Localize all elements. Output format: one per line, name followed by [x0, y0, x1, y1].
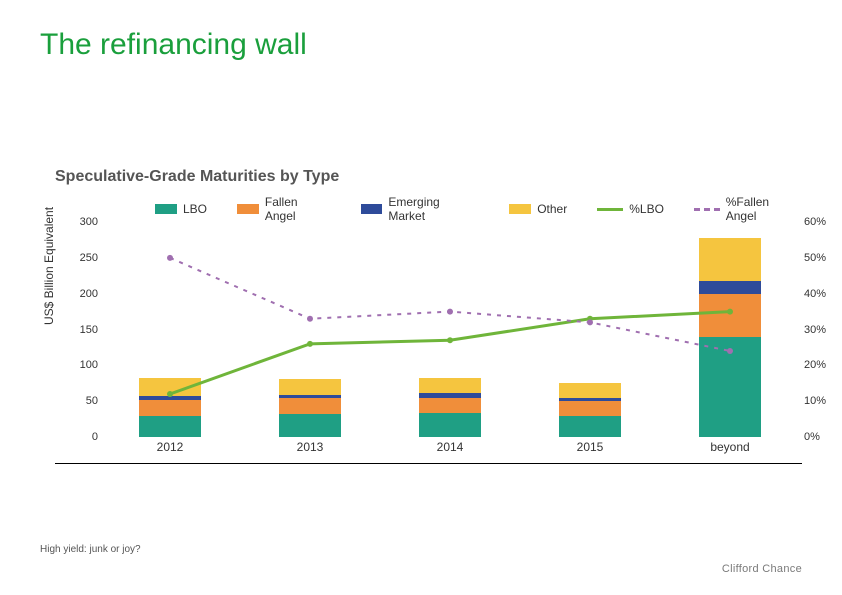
- footer-right: Clifford Chance: [722, 563, 802, 575]
- line-marker: [587, 319, 593, 325]
- y-left-tick: 0: [58, 431, 98, 443]
- y-left-tick: 300: [58, 216, 98, 228]
- legend-item-emerg: Emerging Market: [361, 195, 480, 223]
- chart: 050100150200250300 0%10%20%30%40%50%60%: [100, 222, 800, 437]
- chart-title: Speculative-Grade Maturities by Type: [55, 168, 339, 186]
- y-right-labels: 0%10%20%30%40%50%60%: [804, 222, 842, 437]
- y-right-tick: 0%: [804, 431, 842, 443]
- y-left-axis-title: US$ Billion Equivalent: [42, 207, 56, 325]
- y-right-tick: 30%: [804, 324, 842, 336]
- legend-swatch: [361, 204, 383, 214]
- legend-item-fallen: Fallen Angel: [237, 195, 331, 223]
- legend-label: LBO: [183, 202, 207, 216]
- line-marker: [447, 309, 453, 315]
- legend-label: Other: [537, 202, 567, 216]
- x-axis-labels: 2012 2013 2014 2015 beyond: [100, 440, 800, 456]
- y-left-tick: 250: [58, 252, 98, 264]
- y-left-tick: 50: [58, 395, 98, 407]
- page-title: The refinancing wall: [40, 28, 307, 62]
- legend-line: [694, 208, 720, 211]
- line-marker: [727, 309, 733, 315]
- legend-label: Emerging Market: [388, 195, 479, 223]
- y-left-labels: 050100150200250300: [58, 222, 98, 437]
- x-tick: beyond: [710, 440, 749, 454]
- y-right-tick: 20%: [804, 359, 842, 371]
- line-pct_lbo: [170, 312, 730, 394]
- line-marker: [167, 391, 173, 397]
- line-marker: [447, 337, 453, 343]
- legend-line: [597, 208, 623, 211]
- legend-swatch: [155, 204, 177, 214]
- line-marker: [167, 255, 173, 261]
- y-right-tick: 40%: [804, 288, 842, 300]
- bottom-rule: [55, 463, 802, 464]
- y-left-tick: 100: [58, 359, 98, 371]
- y-right-tick: 10%: [804, 395, 842, 407]
- legend-label: Fallen Angel: [265, 195, 331, 223]
- legend-label: %Fallen Angel: [726, 195, 802, 223]
- legend-swatch: [509, 204, 531, 214]
- line-marker: [727, 348, 733, 354]
- legend-item-other: Other: [509, 202, 567, 216]
- line-marker: [307, 316, 313, 322]
- x-tick: 2015: [577, 440, 604, 454]
- legend-swatch: [237, 204, 259, 214]
- chart-legend: LBO Fallen Angel Emerging Market Other %LBO%…: [155, 195, 802, 223]
- footer-left: High yield: junk or joy?: [40, 544, 141, 555]
- y-right-tick: 60%: [804, 216, 842, 228]
- y-right-tick: 50%: [804, 252, 842, 264]
- legend-label: %LBO: [629, 202, 664, 216]
- line-marker: [307, 341, 313, 347]
- legend-item-pct_fallen: %Fallen Angel: [694, 195, 802, 223]
- line-pct_fallen: [170, 258, 730, 351]
- chart-lines-overlay: [100, 222, 800, 437]
- x-tick: 2012: [157, 440, 184, 454]
- y-left-tick: 150: [58, 324, 98, 336]
- y-left-tick: 200: [58, 288, 98, 300]
- legend-item-lbo: LBO: [155, 202, 207, 216]
- x-tick: 2014: [437, 440, 464, 454]
- x-tick: 2013: [297, 440, 324, 454]
- legend-item-pct_lbo: %LBO: [597, 202, 664, 216]
